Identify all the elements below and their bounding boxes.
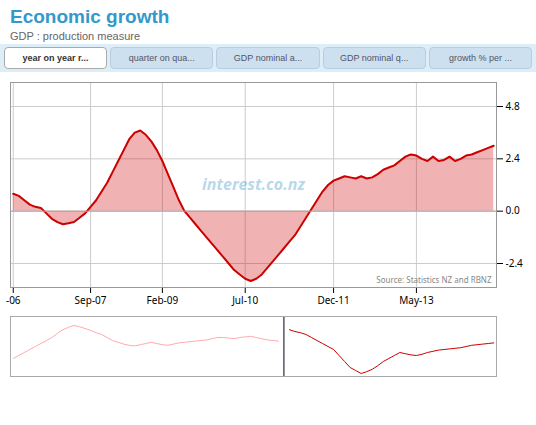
- html-text:GDP nominal q...: GDP nominal q...: [340, 53, 409, 63]
- html-text:growth % per ...: growth % per ...: [448, 53, 512, 63]
- svg-text:2.4: 2.4: [506, 151, 520, 165]
- html-text:GDP : production measure: GDP : production measure: [10, 30, 140, 42]
- html-text:GDP nominal a...: GDP nominal a...: [233, 53, 303, 63]
- svg-text:Sep-07: Sep-07: [75, 293, 107, 307]
- svg-text:Jul-10: Jul-10: [231, 293, 258, 307]
- svg-text:-06: -06: [6, 293, 21, 307]
- svg-text:Feb-09: Feb-09: [147, 293, 179, 307]
- svg-text:4.8: 4.8: [506, 99, 520, 113]
- html-text:Economic growth: Economic growth: [10, 6, 170, 27]
- svg-text:0.0: 0.0: [506, 203, 520, 217]
- svg-text:Dec-11: Dec-11: [317, 293, 349, 307]
- svg-text:May-13: May-13: [399, 293, 434, 307]
- svg-text:interest.co.nz: interest.co.nz: [202, 173, 305, 195]
- html-text:year on year r...: year on year r...: [22, 53, 89, 63]
- svg-text:-2.4: -2.4: [506, 256, 524, 270]
- html-text:quarter on qua...: quarter on qua...: [128, 53, 195, 63]
- svg-text:Source: Statistics NZ and RBNZ: Source: Statistics NZ and RBNZ: [376, 274, 492, 285]
